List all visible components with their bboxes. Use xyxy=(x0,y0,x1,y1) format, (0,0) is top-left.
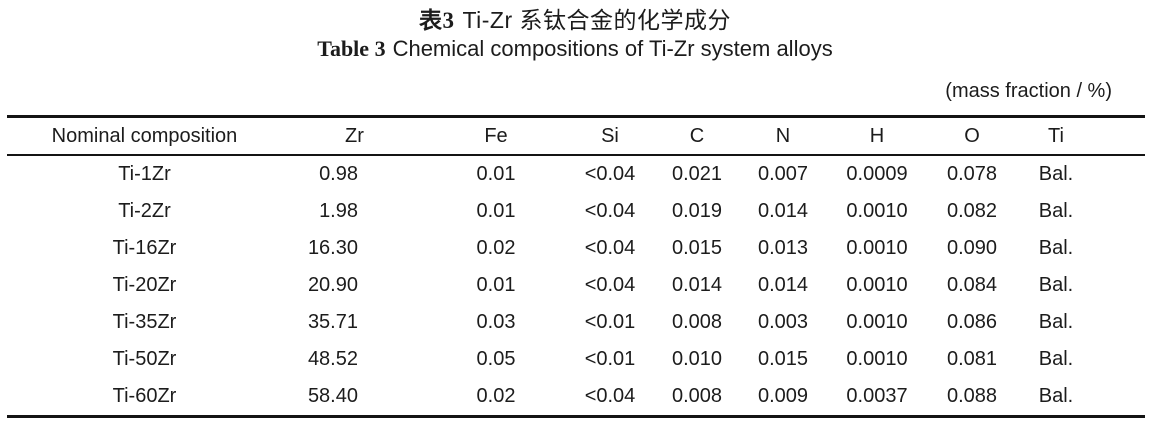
composition-table: Nominal composition Zr Fe Si C N H O Ti … xyxy=(7,115,1145,418)
value-cell: <0.04 xyxy=(584,163,636,185)
value-cell: 20.90 xyxy=(307,274,358,296)
value-cell: <0.01 xyxy=(584,348,636,370)
value-cell: 0.014 xyxy=(671,274,723,296)
value-cell: 0.008 xyxy=(671,385,723,407)
table-number-zh: 表3 xyxy=(418,8,455,33)
value-cell: 0.013 xyxy=(757,237,809,259)
value-cell: 0.007 xyxy=(757,163,809,185)
value-cell: Bal. xyxy=(1038,163,1074,185)
column-header-si: Si xyxy=(601,124,619,147)
alloy-name-cell: Ti-20Zr xyxy=(112,274,177,296)
value-cell: 0.082 xyxy=(946,200,998,222)
column-header-nominal-composition: Nominal composition xyxy=(51,124,238,147)
value-cell: 35.71 xyxy=(307,311,358,333)
table-body: Ti-1Zr 0.98 0.01 <0.04 0.021 0.007 0.0009 0.078… xyxy=(7,155,1145,417)
table-caption-en: Table 3 Chemical compositions of Ti-Zr sy… xyxy=(0,35,1150,62)
column-header-n: N xyxy=(775,124,791,147)
value-cell: <0.04 xyxy=(584,385,636,407)
value-cell: 0.0009 xyxy=(846,163,908,185)
value-cell: 0.01 xyxy=(476,200,516,222)
value-cell: 0.008 xyxy=(671,311,723,333)
table-row: Ti-1Zr 0.98 0.01 <0.04 0.021 0.007 0.0009 0.078… xyxy=(7,155,1145,193)
value-cell: 0.015 xyxy=(757,348,809,370)
value-cell: 0.014 xyxy=(757,200,809,222)
value-cell: Bal. xyxy=(1038,385,1074,407)
table-row: Ti-2Zr 1.98 0.01 <0.04 0.019 0.014 0.0010 0.082… xyxy=(7,193,1145,230)
value-cell: 58.40 xyxy=(307,385,358,407)
value-cell: 0.088 xyxy=(946,385,998,407)
value-cell: 0.003 xyxy=(757,311,809,333)
value-cell: 0.084 xyxy=(946,274,998,296)
table-row: Ti-35Zr 35.71 0.03 <0.01 0.008 0.003 0.0010 0.0… xyxy=(7,304,1145,341)
alloy-name-cell: Ti-50Zr xyxy=(112,348,177,370)
value-cell: 0.05 xyxy=(476,348,516,370)
value-cell: 0.0010 xyxy=(846,200,908,222)
value-cell: Bal. xyxy=(1038,348,1074,370)
value-cell: 0.081 xyxy=(946,348,998,370)
alloy-name-cell: Ti-1Zr xyxy=(118,163,171,185)
column-header-fe: Fe xyxy=(484,124,508,147)
value-cell: 0.021 xyxy=(671,163,723,185)
alloy-name-cell: Ti-35Zr xyxy=(112,311,177,333)
value-cell: 0.019 xyxy=(671,200,723,222)
column-header-ti: Ti xyxy=(1048,124,1064,147)
value-cell: <0.04 xyxy=(584,274,636,296)
alloy-name-cell: Ti-16Zr xyxy=(112,237,177,259)
value-cell: 0.0037 xyxy=(846,385,908,407)
table-row: Ti-60Zr 58.40 0.02 <0.04 0.008 0.009 0.0037 0.0… xyxy=(7,378,1145,417)
value-cell: 0.03 xyxy=(476,311,516,333)
value-cell: 0.01 xyxy=(476,163,516,185)
value-cell: 0.02 xyxy=(476,385,516,407)
value-cell: 0.078 xyxy=(946,163,998,185)
value-cell: <0.01 xyxy=(584,311,636,333)
value-cell: 0.0010 xyxy=(846,274,908,296)
value-cell: Bal. xyxy=(1038,311,1074,333)
value-cell: 0.086 xyxy=(946,311,998,333)
table-caption-en-text: Chemical compositions of Ti-Zr system al… xyxy=(392,36,833,61)
table-row: Ti-16Zr 16.30 0.02 <0.04 0.015 0.013 0.0010 0.0… xyxy=(7,230,1145,267)
value-cell: 0.015 xyxy=(671,237,723,259)
value-cell: Bal. xyxy=(1038,274,1074,296)
value-cell: 48.52 xyxy=(307,348,358,370)
value-cell: 0.01 xyxy=(476,274,516,296)
table-row: Ti-50Zr 48.52 0.05 <0.01 0.010 0.015 0.0010 0.0… xyxy=(7,341,1145,378)
value-cell: <0.04 xyxy=(584,237,636,259)
value-cell: 0.98 xyxy=(319,163,358,185)
value-cell: 1.98 xyxy=(319,200,358,222)
value-cell: 0.0010 xyxy=(846,237,908,259)
value-cell: Bal. xyxy=(1038,237,1074,259)
value-cell: 16.30 xyxy=(307,237,358,259)
value-cell: <0.04 xyxy=(584,200,636,222)
value-cell: 0.02 xyxy=(476,237,516,259)
table-header-row: Nominal composition Zr Fe Si C N H O Ti xyxy=(7,117,1145,155)
value-cell: 0.0010 xyxy=(846,311,908,333)
column-header-h: H xyxy=(869,124,885,147)
table-caption-zh-text: Ti-Zr 系钛合金的化学成分 xyxy=(462,7,732,33)
value-cell: 0.009 xyxy=(757,385,809,407)
value-cell: 0.014 xyxy=(757,274,809,296)
value-cell: 0.090 xyxy=(946,237,998,259)
column-header-c: C xyxy=(689,124,705,147)
table-number-en: Table 3 xyxy=(317,36,386,61)
value-cell: Bal. xyxy=(1038,200,1074,222)
value-cell: 0.010 xyxy=(671,348,723,370)
unit-note: (mass fraction / %) xyxy=(945,80,1112,102)
column-header-o: O xyxy=(964,124,980,147)
column-header-zr: Zr xyxy=(345,124,364,147)
alloy-name-cell: Ti-60Zr xyxy=(112,385,177,407)
alloy-name-cell: Ti-2Zr xyxy=(118,200,171,222)
table-caption-zh: 表3 Ti-Zr 系钛合金的化学成分 xyxy=(0,6,1150,35)
value-cell: 0.0010 xyxy=(846,348,908,370)
table-row: Ti-20Zr 20.90 0.01 <0.04 0.014 0.014 0.0010 0.0… xyxy=(7,267,1145,304)
